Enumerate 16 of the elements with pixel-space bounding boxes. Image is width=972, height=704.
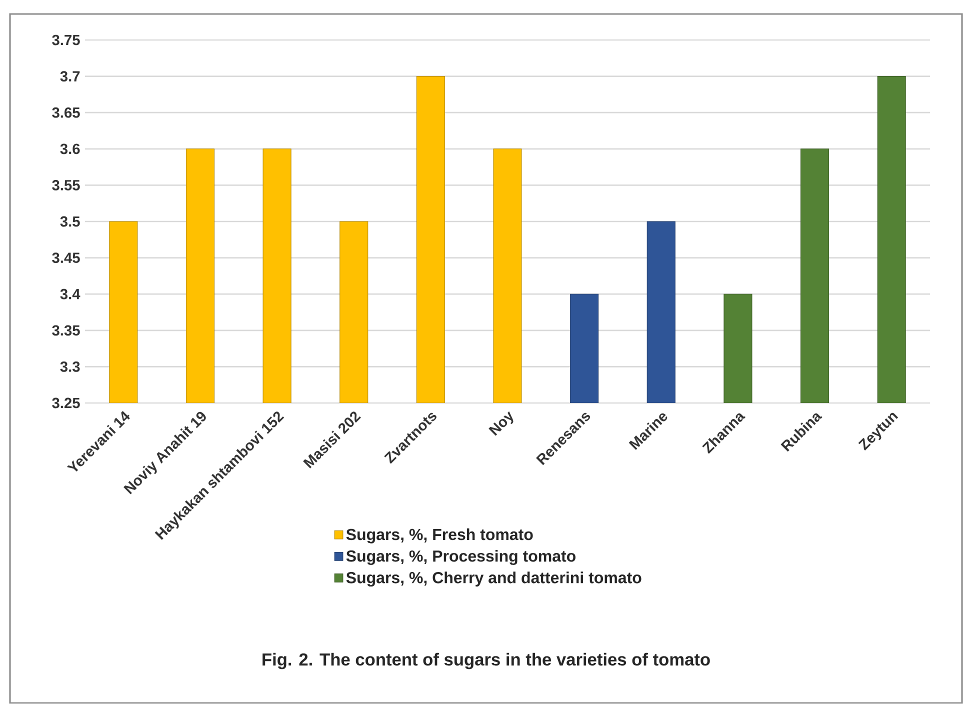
- y-tick-label: 3.55: [52, 180, 80, 190]
- y-tick-label: 3.45: [52, 252, 80, 264]
- y-tick-label: 3.75: [52, 34, 80, 46]
- y-tick-label: 3.4: [60, 289, 80, 300]
- y-tick-label: 3.5: [60, 216, 80, 227]
- x-tick-label: Noy: [488, 411, 514, 436]
- y-tick-label: 3.7: [60, 71, 80, 82]
- legend-label: Sugars, %, Fresh tomato: [346, 528, 533, 544]
- y-tick-label: 3.3: [60, 362, 80, 372]
- y-tick-label: 3.6: [60, 144, 80, 154]
- legend-label: Sugars, %, Cherry and datterini tomato: [346, 572, 642, 587]
- y-tick-label: 3.35: [52, 325, 80, 336]
- y-tick-label: 3.65: [52, 108, 80, 118]
- text: Fig. 2. The content of sugars in the varieties of tomato: [262, 652, 710, 670]
- legend-label: Sugars, %, Processing tomato: [346, 550, 576, 566]
- y-tick-label: 3.25: [52, 398, 80, 408]
